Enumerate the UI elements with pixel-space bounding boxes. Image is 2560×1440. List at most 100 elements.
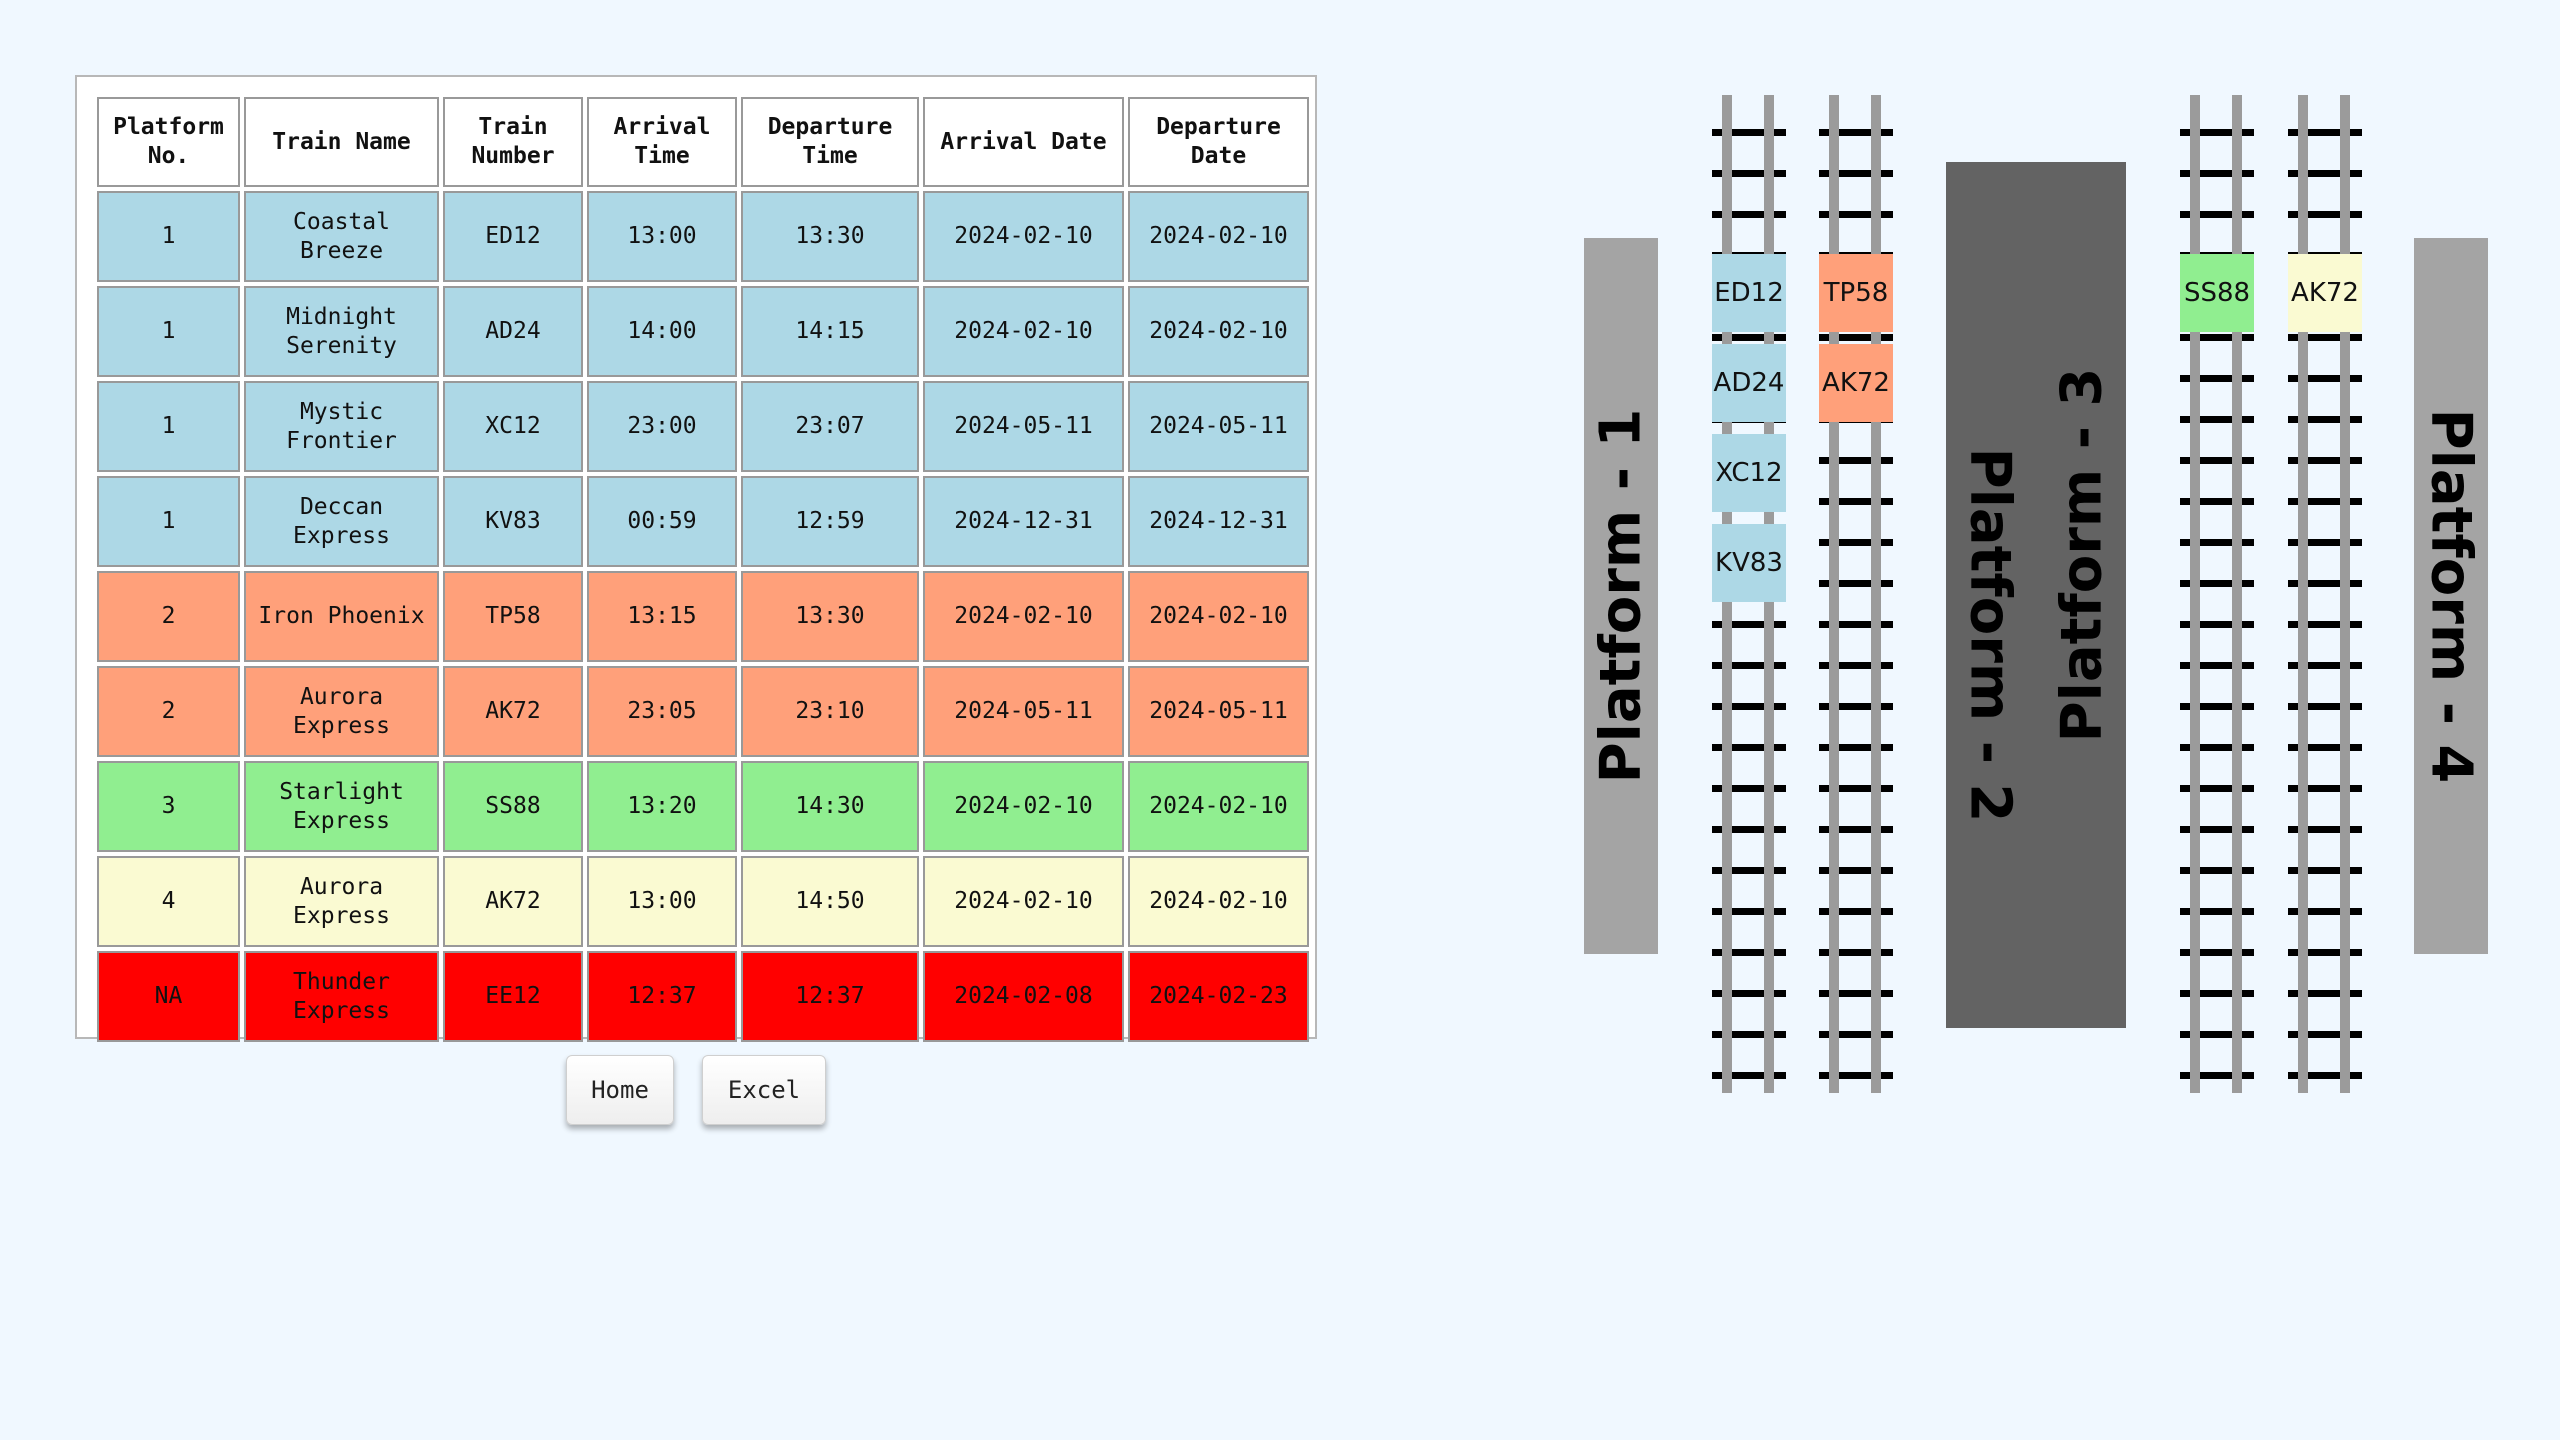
cell-train-name: Coastal Breeze bbox=[244, 191, 439, 282]
table-row: 1 Coastal Breeze ED12 13:00 13:30 2024-0… bbox=[97, 191, 1309, 282]
header-train-name: Train Name bbox=[244, 97, 439, 187]
cell-arrival-time: 23:05 bbox=[587, 666, 737, 757]
table-row: NA Thunder Express EE12 12:37 12:37 2024… bbox=[97, 951, 1309, 1042]
cell-train-number: TP58 bbox=[443, 571, 583, 662]
cell-departure-time: 13:30 bbox=[741, 191, 919, 282]
cell-train-name: Starlight Express bbox=[244, 761, 439, 852]
cell-departure-time: 12:59 bbox=[741, 476, 919, 567]
table-row: 3 Starlight Express SS88 13:20 14:30 202… bbox=[97, 761, 1309, 852]
cell-arrival-time: 14:00 bbox=[587, 286, 737, 377]
cell-arrival-date: 2024-05-11 bbox=[923, 666, 1124, 757]
schedule-table: Platform No. Train Name Train Number Arr… bbox=[93, 93, 1313, 1046]
train-slot-ed12[interactable]: ED12 bbox=[1712, 254, 1786, 332]
train-slot-ak72-p4[interactable]: AK72 bbox=[2288, 254, 2362, 332]
cell-departure-time: 14:15 bbox=[741, 286, 919, 377]
train-slot-ss88[interactable]: SS88 bbox=[2180, 254, 2254, 332]
cell-train-number: AD24 bbox=[443, 286, 583, 377]
cell-platform-no: 1 bbox=[97, 191, 240, 282]
train-slot-ak72-p2[interactable]: AK72 bbox=[1819, 344, 1893, 422]
cell-departure-time: 23:07 bbox=[741, 381, 919, 472]
table-row: 2 Iron Phoenix TP58 13:15 13:30 2024-02-… bbox=[97, 571, 1309, 662]
header-departure-date: Departure Date bbox=[1128, 97, 1309, 187]
header-departure-time: Departure Time bbox=[741, 97, 919, 187]
cell-arrival-time: 23:00 bbox=[587, 381, 737, 472]
cell-arrival-time: 13:00 bbox=[587, 191, 737, 282]
table-header-row: Platform No. Train Name Train Number Arr… bbox=[97, 97, 1309, 187]
cell-departure-time: 13:30 bbox=[741, 571, 919, 662]
cell-train-name: Mystic Frontier bbox=[244, 381, 439, 472]
platform-1: Platform - 1 bbox=[1584, 238, 1658, 954]
cell-departure-time: 14:50 bbox=[741, 856, 919, 947]
cell-platform-no: 1 bbox=[97, 286, 240, 377]
cell-train-name: Thunder Express bbox=[244, 951, 439, 1042]
cell-arrival-date: 2024-02-10 bbox=[923, 856, 1124, 947]
track-2 bbox=[1819, 95, 1893, 1093]
schedule-table-panel: Platform No. Train Name Train Number Arr… bbox=[75, 75, 1317, 1042]
platform-1-label: Platform - 1 bbox=[1588, 408, 1654, 784]
cell-train-name: Midnight Serenity bbox=[244, 286, 439, 377]
cell-train-number: KV83 bbox=[443, 476, 583, 567]
cell-platform-no: NA bbox=[97, 951, 240, 1042]
cell-departure-date: 2024-02-10 bbox=[1128, 761, 1309, 852]
cell-train-number: AK72 bbox=[443, 666, 583, 757]
cell-arrival-date: 2024-02-10 bbox=[923, 286, 1124, 377]
cell-departure-date: 2024-02-10 bbox=[1128, 286, 1309, 377]
header-train-number: Train Number bbox=[443, 97, 583, 187]
train-slot-tp58[interactable]: TP58 bbox=[1819, 254, 1893, 332]
cell-train-number: SS88 bbox=[443, 761, 583, 852]
cell-arrival-date: 2024-02-10 bbox=[923, 571, 1124, 662]
cell-platform-no: 2 bbox=[97, 666, 240, 757]
home-button[interactable]: Home bbox=[566, 1055, 674, 1125]
cell-departure-date: 2024-02-10 bbox=[1128, 571, 1309, 662]
table-row: 1 Midnight Serenity AD24 14:00 14:15 202… bbox=[97, 286, 1309, 377]
cell-departure-date: 2024-02-23 bbox=[1128, 951, 1309, 1042]
cell-platform-no: 1 bbox=[97, 381, 240, 472]
cell-platform-no: 4 bbox=[97, 856, 240, 947]
platform-2-3-island: Platform - 2 Platform - 3 bbox=[1946, 162, 2126, 1028]
header-platform-no: Platform No. bbox=[97, 97, 240, 187]
cell-train-name: Iron Phoenix bbox=[244, 571, 439, 662]
platform-4: Platform - 4 bbox=[2414, 238, 2488, 954]
cell-departure-time: 12:37 bbox=[741, 951, 919, 1042]
excel-button[interactable]: Excel bbox=[702, 1055, 826, 1125]
table-row: 1 Mystic Frontier XC12 23:00 23:07 2024-… bbox=[97, 381, 1309, 472]
cell-departure-date: 2024-12-31 bbox=[1128, 476, 1309, 567]
train-slot-ad24[interactable]: AD24 bbox=[1712, 344, 1786, 422]
track-3 bbox=[2180, 95, 2254, 1093]
train-slot-xc12[interactable]: XC12 bbox=[1712, 434, 1786, 512]
cell-departure-date: 2024-02-10 bbox=[1128, 856, 1309, 947]
table-row: 2 Aurora Express AK72 23:05 23:10 2024-0… bbox=[97, 666, 1309, 757]
cell-departure-time: 14:30 bbox=[741, 761, 919, 852]
cell-train-name: Aurora Express bbox=[244, 666, 439, 757]
cell-platform-no: 1 bbox=[97, 476, 240, 567]
cell-departure-time: 23:10 bbox=[741, 666, 919, 757]
cell-train-number: AK72 bbox=[443, 856, 583, 947]
header-arrival-time: Arrival Time bbox=[587, 97, 737, 187]
cell-train-number: EE12 bbox=[443, 951, 583, 1042]
platform-2-label: Platform - 2 bbox=[1957, 447, 2023, 823]
table-row: 4 Aurora Express AK72 13:00 14:50 2024-0… bbox=[97, 856, 1309, 947]
cell-train-name: Deccan Express bbox=[244, 476, 439, 567]
cell-arrival-date: 2024-12-31 bbox=[923, 476, 1124, 567]
cell-departure-date: 2024-05-11 bbox=[1128, 381, 1309, 472]
cell-arrival-time: 12:37 bbox=[587, 951, 737, 1042]
table-row: 1 Deccan Express KV83 00:59 12:59 2024-1… bbox=[97, 476, 1309, 567]
cell-departure-date: 2024-05-11 bbox=[1128, 666, 1309, 757]
cell-platform-no: 2 bbox=[97, 571, 240, 662]
header-arrival-date: Arrival Date bbox=[923, 97, 1124, 187]
cell-arrival-time: 00:59 bbox=[587, 476, 737, 567]
platform-4-label: Platform - 4 bbox=[2418, 408, 2484, 784]
train-slot-kv83[interactable]: KV83 bbox=[1712, 524, 1786, 602]
cell-arrival-time: 13:20 bbox=[587, 761, 737, 852]
cell-departure-date: 2024-02-10 bbox=[1128, 191, 1309, 282]
track-4 bbox=[2288, 95, 2362, 1093]
cell-arrival-date: 2024-02-10 bbox=[923, 191, 1124, 282]
cell-train-name: Aurora Express bbox=[244, 856, 439, 947]
cell-arrival-date: 2024-05-11 bbox=[923, 381, 1124, 472]
cell-arrival-time: 13:00 bbox=[587, 856, 737, 947]
cell-arrival-date: 2024-02-08 bbox=[923, 951, 1124, 1042]
cell-train-number: ED12 bbox=[443, 191, 583, 282]
cell-platform-no: 3 bbox=[97, 761, 240, 852]
cell-arrival-time: 13:15 bbox=[587, 571, 737, 662]
cell-train-number: XC12 bbox=[443, 381, 583, 472]
